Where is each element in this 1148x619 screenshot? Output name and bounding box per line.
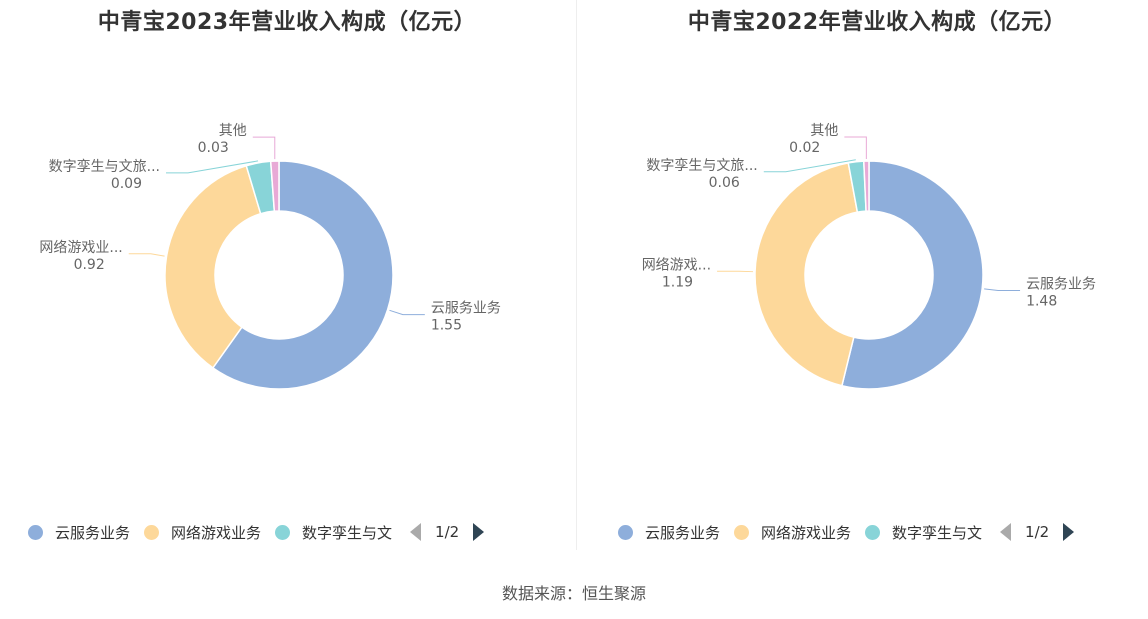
slice-value-other: 0.03	[198, 140, 229, 156]
prev-page-icon[interactable]	[410, 523, 422, 541]
legend-item-cloud[interactable]: 云服务业务	[28, 522, 130, 543]
legend-dot	[618, 524, 633, 540]
slice-label-cloud: 云服务业务	[431, 301, 501, 317]
legend-label: 云服务业务	[645, 523, 721, 542]
slice-label-culture: 数字孪生与文旅...	[49, 158, 160, 175]
leader-line-cloud	[389, 309, 425, 316]
leader-line-culture	[166, 160, 259, 174]
leader-line-game	[128, 253, 165, 257]
prev-page-icon[interactable]	[1000, 523, 1012, 541]
legend-item-game[interactable]: 网络游戏业务	[734, 522, 851, 543]
slice-label-other: 其他	[810, 123, 838, 139]
slice-value-cloud: 1.48	[1026, 294, 1057, 310]
slice-value-culture: 0.06	[709, 175, 740, 191]
chart-panel-2022: 中青宝2022年营业收入构成（亿元） 云服务业务 1.48 网络游戏... 1.19 数…	[590, 0, 1148, 560]
legend-item-culture[interactable]: 数字孪生与文	[275, 522, 392, 543]
slice-value-game: 0.92	[74, 257, 105, 273]
slice-label-game: 网络游戏业...	[39, 240, 122, 256]
legend: 云服务业务 网络游戏业务 数字孪生与文 1/2	[28, 518, 485, 546]
slice-game[interactable]	[754, 162, 859, 387]
slice-value-game: 1.19	[662, 274, 693, 290]
legend-pager: 1/2	[410, 523, 485, 541]
slice-cloud[interactable]	[841, 160, 984, 390]
chart-panel-2023: 中青宝2023年营业收入构成（亿元） 云服务业务 1.55 网络游戏业... 0.92…	[0, 0, 574, 560]
next-page-icon[interactable]	[1063, 523, 1075, 541]
leader-line-other	[252, 136, 276, 160]
next-page-icon[interactable]	[473, 523, 485, 541]
slice-label-other: 其他	[219, 123, 247, 139]
chart-title: 中青宝2023年营业收入构成（亿元）	[97, 10, 477, 35]
slice-label-cloud: 云服务业务	[1026, 277, 1096, 293]
legend-item-cloud[interactable]: 云服务业务	[618, 522, 720, 543]
legend-dot	[28, 524, 43, 540]
slice-value-culture: 0.09	[111, 176, 142, 192]
slice-other[interactable]	[863, 160, 870, 212]
legend-dot	[144, 524, 160, 540]
page-indicator: 1/2	[1025, 523, 1050, 541]
page-indicator: 1/2	[435, 523, 460, 541]
legend: 云服务业务 网络游戏业务 数字孪生与文 1/2	[618, 518, 1075, 546]
slice-value-cloud: 1.55	[431, 318, 462, 334]
slice-label-culture: 数字孪生与文旅...	[646, 157, 757, 174]
data-source: 数据来源：恒生聚源	[501, 584, 646, 603]
slice-other[interactable]	[269, 160, 280, 212]
legend-pager: 1/2	[1000, 523, 1075, 541]
slice-value-other: 0.02	[789, 140, 820, 156]
chart-title: 中青宝2022年营业收入构成（亿元）	[687, 10, 1067, 35]
leader-line-culture	[763, 159, 856, 173]
legend-dot	[275, 524, 291, 540]
panel-divider	[576, 0, 577, 550]
legend-label: 网络游戏业务	[761, 523, 852, 542]
legend-label: 云服务业务	[55, 523, 131, 542]
legend-label: 网络游戏业务	[171, 523, 262, 542]
legend-dot	[734, 524, 750, 540]
legend-item-game[interactable]: 网络游戏业务	[144, 522, 261, 543]
slice-game[interactable]	[164, 164, 262, 369]
legend-dot	[865, 524, 881, 540]
slice-label-game: 网络游戏...	[642, 257, 711, 273]
leader-line-cloud	[984, 288, 1021, 292]
legend-item-culture[interactable]: 数字孪生与文	[865, 522, 982, 543]
legend-label: 数字孪生与文	[302, 523, 393, 542]
slice-cloud[interactable]	[211, 160, 394, 390]
legend-label: 数字孪生与文	[892, 523, 983, 542]
leader-line-other	[844, 136, 867, 160]
